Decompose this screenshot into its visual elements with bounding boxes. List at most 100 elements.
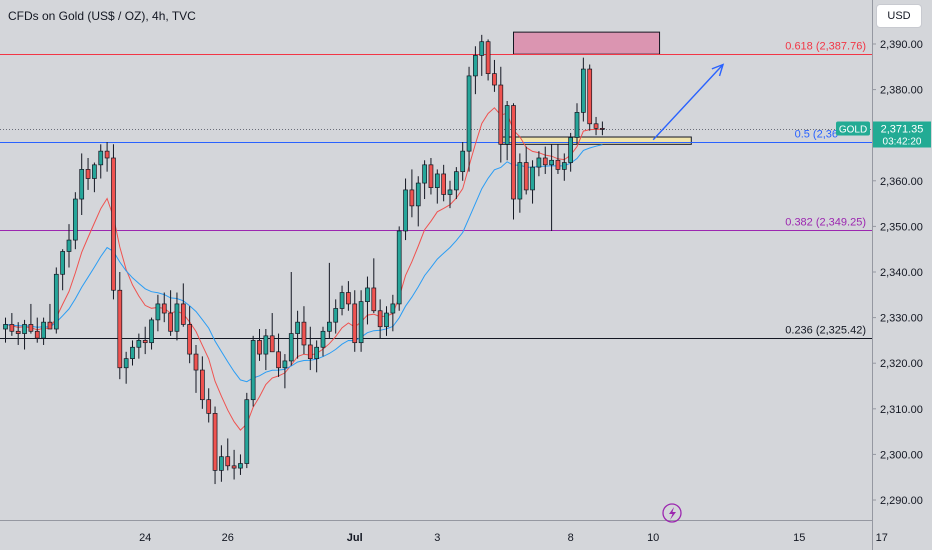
candle-body [282,360,288,369]
y-tick-label: 2,350.00 [880,221,923,233]
candle-body [415,182,421,207]
projection-arrow[interactable] [652,63,725,141]
candle [333,299,339,334]
candle-body [530,166,535,191]
candle-body [517,162,523,200]
y-tick-label: 2,290.00 [880,495,923,507]
candle [454,167,459,200]
candle-body [28,324,34,332]
price-tag [873,121,931,148]
candle-body [320,330,326,348]
candle [168,290,173,336]
candle [187,306,192,364]
candle [371,258,377,314]
candle [384,306,389,336]
candle-body [580,68,586,113]
candle-body [53,273,59,330]
candle-body [60,251,66,275]
fib-0.618-label: 0.618 (2,387.76) [785,41,866,53]
candle [117,272,123,380]
candle [485,39,491,81]
candle [346,281,351,311]
candle [72,192,78,250]
candle-body [454,171,459,191]
candle [79,153,85,215]
candle-body [574,112,580,138]
zones[interactable] [500,31,692,145]
candle [155,294,161,332]
x-tick-label: 15 [793,532,805,544]
candle-body [447,189,453,195]
candle [60,249,66,291]
candle [390,294,396,332]
y-tick-label: 2,320.00 [880,358,923,370]
candle-body [187,324,192,355]
candle [130,340,135,366]
price-tag-value: 2,371.35 [881,124,924,136]
x-tick-label: 3 [434,532,440,544]
candle [460,142,466,181]
candle [441,164,446,202]
candle [149,317,154,350]
candle-body [238,463,243,469]
symbol-tag-label: GOLD [839,125,867,136]
candle [161,292,167,323]
ema-21-line [5,144,603,383]
arrow-head [711,63,725,77]
candle [314,340,319,373]
candle [415,176,421,227]
lightning-icon[interactable] [662,503,682,523]
candle-body [117,289,123,369]
candle [219,445,224,482]
symbol-tag [836,121,870,136]
candle-body [257,340,262,355]
candle-body [390,303,396,314]
candle [41,317,46,345]
candle-body [314,346,319,359]
y-tick-label: 2,330.00 [880,313,923,325]
candle-body [263,335,269,355]
candle-body [498,84,504,145]
candle-body [434,173,440,188]
candle [301,306,307,355]
candle-body [352,303,358,344]
candle-body [193,353,199,371]
candle-body [428,164,434,188]
candle [536,151,542,177]
candle [200,356,205,409]
candle-body [288,333,294,362]
candle-body [536,157,542,168]
candle [358,290,364,352]
candle-body [549,159,554,166]
candle [365,276,370,325]
candle-body [225,456,231,467]
candle [504,100,510,161]
x-tick-label: 24 [139,532,151,544]
candle-body [3,324,8,330]
candle-body [142,340,148,344]
candle-body [104,150,110,159]
currency-button[interactable]: USD [876,4,922,28]
price-tag-countdown: 03:42:20 [883,137,922,148]
candle-body [174,303,180,332]
candle-body [473,55,478,77]
candle [53,267,59,334]
candle-body [358,301,364,344]
candle [377,299,383,339]
candle [174,292,180,341]
y-tick-label: 2,360.00 [880,176,923,188]
candle-body [593,123,599,129]
x-tick-label: 17 [876,532,888,544]
candle [47,303,53,330]
supply-zone [513,31,661,55]
candle-body [47,321,53,330]
candle [269,313,275,353]
candle-body [155,303,161,321]
candle-body [542,157,548,166]
candle-body [168,312,173,332]
candle [403,178,408,241]
candle-body [41,321,46,339]
candle-body [269,335,275,353]
